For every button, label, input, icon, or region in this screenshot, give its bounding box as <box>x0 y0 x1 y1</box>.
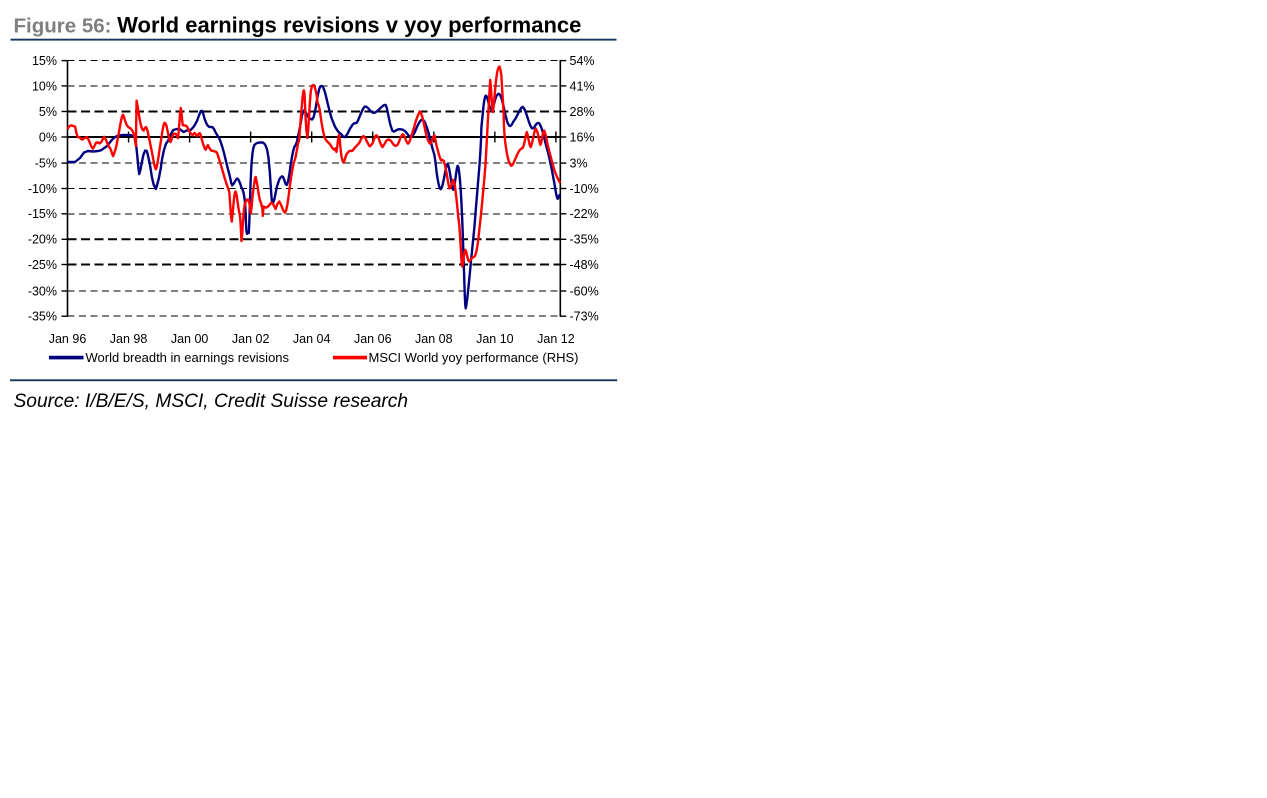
svg-text:Figure 56: World earnings revi: Figure 56: World earnings revisions v yo… <box>14 13 582 38</box>
svg-text:Jan 00: Jan 00 <box>171 332 209 346</box>
svg-text:-48%: -48% <box>570 258 599 272</box>
svg-text:10%: 10% <box>32 79 57 93</box>
svg-text:-20%: -20% <box>28 233 57 247</box>
svg-text:-22%: -22% <box>570 207 599 221</box>
svg-text:Jan 04: Jan 04 <box>293 332 331 346</box>
svg-text:Jan 02: Jan 02 <box>232 332 270 346</box>
svg-text:Source: I/B/E/S, MSCI, Credit: Source: I/B/E/S, MSCI, Credit Suisse res… <box>14 391 409 412</box>
svg-text:5%: 5% <box>39 105 57 119</box>
svg-text:-10%: -10% <box>28 182 57 196</box>
svg-text:-10%: -10% <box>570 182 599 196</box>
svg-text:Jan 96: Jan 96 <box>49 332 87 346</box>
svg-text:Jan 98: Jan 98 <box>110 332 148 346</box>
svg-text:-73%: -73% <box>570 310 599 324</box>
svg-text:3%: 3% <box>570 157 588 171</box>
svg-text:-30%: -30% <box>28 284 57 298</box>
svg-text:54%: 54% <box>570 54 595 68</box>
svg-text:-25%: -25% <box>28 258 57 272</box>
svg-text:-35%: -35% <box>28 310 57 324</box>
svg-text:16%: 16% <box>570 130 595 144</box>
svg-text:Jan 06: Jan 06 <box>354 332 392 346</box>
svg-text:15%: 15% <box>32 54 57 68</box>
svg-text:Jan 12: Jan 12 <box>537 332 575 346</box>
svg-text:-5%: -5% <box>35 157 57 171</box>
svg-text:Jan 10: Jan 10 <box>476 332 514 346</box>
svg-text:Jan 08: Jan 08 <box>415 332 453 346</box>
svg-text:-35%: -35% <box>570 233 599 247</box>
svg-text:-60%: -60% <box>570 284 599 298</box>
svg-text:41%: 41% <box>570 79 595 93</box>
svg-text:-15%: -15% <box>28 207 57 221</box>
svg-text:28%: 28% <box>570 105 595 119</box>
svg-text:MSCI World yoy performance (RH: MSCI World yoy performance (RHS) <box>369 350 579 365</box>
svg-text:World breadth in earnings revi: World breadth in earnings revisions <box>86 350 290 365</box>
svg-text:0%: 0% <box>39 130 57 144</box>
